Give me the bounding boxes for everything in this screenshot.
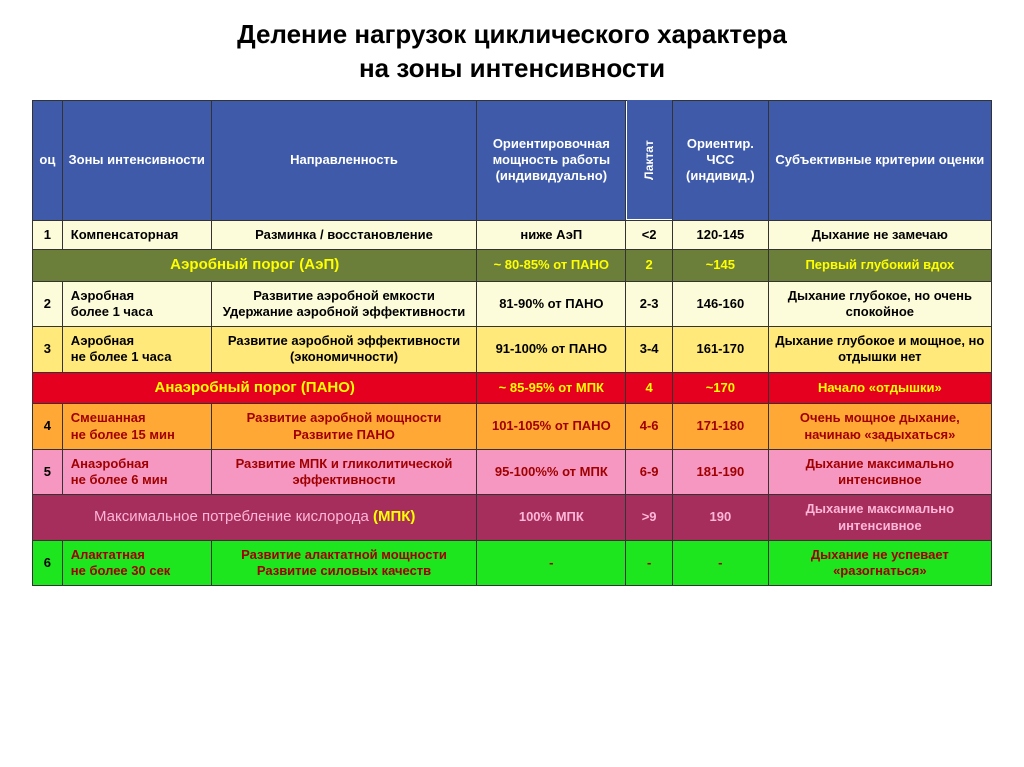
zone-power: 101-105% от ПАНО (477, 404, 626, 450)
threshold-lactate: 2 (626, 249, 673, 281)
zone-hr: - (673, 540, 769, 586)
threshold-lactate: >9 (626, 495, 673, 541)
zone-row: 2Аэробнаяболее 1 часаРазвитие аэробной е… (33, 281, 992, 327)
zone-lactate: 4-6 (626, 404, 673, 450)
zone-row: 4Смешаннаяне более 15 минРазвитие аэробн… (33, 404, 992, 450)
zone-num: 3 (33, 327, 63, 373)
zone-name: Аэробнаяне более 1 часа (62, 327, 211, 373)
zone-name: Аэробнаяболее 1 часа (62, 281, 211, 327)
zone-direction: Разминка / восстановление (211, 220, 477, 249)
zone-power: 95-100%% от МПК (477, 449, 626, 495)
zone-direction: Развитие аэробной эффективности (экономи… (211, 327, 477, 373)
zone-subjective: Очень мощное дыхание, начинаю «задыхатьс… (768, 404, 991, 450)
col-header-zone: Зоны интенсивности (62, 100, 211, 220)
col-header-power: Ориентировочная мощность работы (индивид… (477, 100, 626, 220)
intensity-zones-table: оц Зоны интенсивности Направленность Ори… (32, 100, 992, 587)
zone-hr: 181-190 (673, 449, 769, 495)
zone-lactate: <2 (626, 220, 673, 249)
col-header-subj: Субъективные критерии оценки (768, 100, 991, 220)
threshold-power: 100% МПК (477, 495, 626, 541)
threshold-label: Анаэробный порог (ПАНО) (33, 372, 477, 404)
zone-direction: Развитие аэробной мощностиРазвитие ПАНО (211, 404, 477, 450)
zone-num: 4 (33, 404, 63, 450)
zone-row: 6Алактатнаяне более 30 секРазвитие алакт… (33, 540, 992, 586)
zone-row: 1КомпенсаторнаяРазминка / восстановление… (33, 220, 992, 249)
zone-direction: Развитие аэробной емкостиУдержание аэроб… (211, 281, 477, 327)
zone-hr: 161-170 (673, 327, 769, 373)
zone-name: Смешаннаяне более 15 мин (62, 404, 211, 450)
threshold-row: Максимальное потребление кислорода (МПК)… (33, 495, 992, 541)
zone-power: 81-90% от ПАНО (477, 281, 626, 327)
col-header-direction: Направленность (211, 100, 477, 220)
zone-subjective: Дыхание глубокое и мощное, но отдышки не… (768, 327, 991, 373)
threshold-power: ~ 85-95% от МПК (477, 372, 626, 404)
zone-hr: 171-180 (673, 404, 769, 450)
threshold-lactate: 4 (626, 372, 673, 404)
threshold-hr: ~170 (673, 372, 769, 404)
zone-num: 2 (33, 281, 63, 327)
title-line-2: на зоны интенсивности (359, 53, 665, 83)
zone-lactate: 3-4 (626, 327, 673, 373)
zone-hr: 120-145 (673, 220, 769, 249)
zone-row: 3Аэробнаяне более 1 часаРазвитие аэробно… (33, 327, 992, 373)
threshold-label: Аэробный порог (АэП) (33, 249, 477, 281)
zone-name: Алактатнаяне более 30 сек (62, 540, 211, 586)
zone-subjective: Дыхание не успевает «разогнаться» (768, 540, 991, 586)
zone-num: 1 (33, 220, 63, 249)
zone-hr: 146-160 (673, 281, 769, 327)
zone-num: 5 (33, 449, 63, 495)
col-header-hr: Ориентир. ЧСС (индивид.) (673, 100, 769, 220)
title-line-1: Деление нагрузок циклического характера (237, 19, 787, 49)
zone-lactate: 2-3 (626, 281, 673, 327)
threshold-subj: Дыхание максимально интенсивное (768, 495, 991, 541)
threshold-row: Анаэробный порог (ПАНО)~ 85-95% от МПК4~… (33, 372, 992, 404)
threshold-hr: ~145 (673, 249, 769, 281)
threshold-subj: Начало «отдышки» (768, 372, 991, 404)
col-header-lactate: Лактат (626, 100, 673, 220)
zone-direction: Развитие алактатной мощностиРазвитие сил… (211, 540, 477, 586)
zone-subjective: Дыхание максимально интенсивное (768, 449, 991, 495)
zone-power: ниже АэП (477, 220, 626, 249)
zone-subjective: Дыхание глубокое, но очень спокойное (768, 281, 991, 327)
threshold-label: Максимальное потребление кислорода (МПК) (33, 495, 477, 541)
zone-subjective: Дыхание не замечаю (768, 220, 991, 249)
zone-row: 5Анаэробнаяне более 6 минРазвитие МПК и … (33, 449, 992, 495)
zone-lactate: - (626, 540, 673, 586)
page-title: Деление нагрузок циклического характера … (0, 0, 1024, 100)
zone-power: 91-100% от ПАНО (477, 327, 626, 373)
table-body: 1КомпенсаторнаяРазминка / восстановление… (33, 220, 992, 586)
table-header-row: оц Зоны интенсивности Направленность Ори… (33, 100, 992, 220)
zone-num: 6 (33, 540, 63, 586)
col-header-num: оц (33, 100, 63, 220)
zone-direction: Развитие МПК и гликолитической эффективн… (211, 449, 477, 495)
zone-lactate: 6-9 (626, 449, 673, 495)
zone-power: - (477, 540, 626, 586)
threshold-hr: 190 (673, 495, 769, 541)
zone-name: Компенсаторная (62, 220, 211, 249)
threshold-power: ~ 80-85% от ПАНО (477, 249, 626, 281)
threshold-row: Аэробный порог (АэП)~ 80-85% от ПАНО2~14… (33, 249, 992, 281)
zone-name: Анаэробнаяне более 6 мин (62, 449, 211, 495)
threshold-subj: Первый глубокий вдох (768, 249, 991, 281)
